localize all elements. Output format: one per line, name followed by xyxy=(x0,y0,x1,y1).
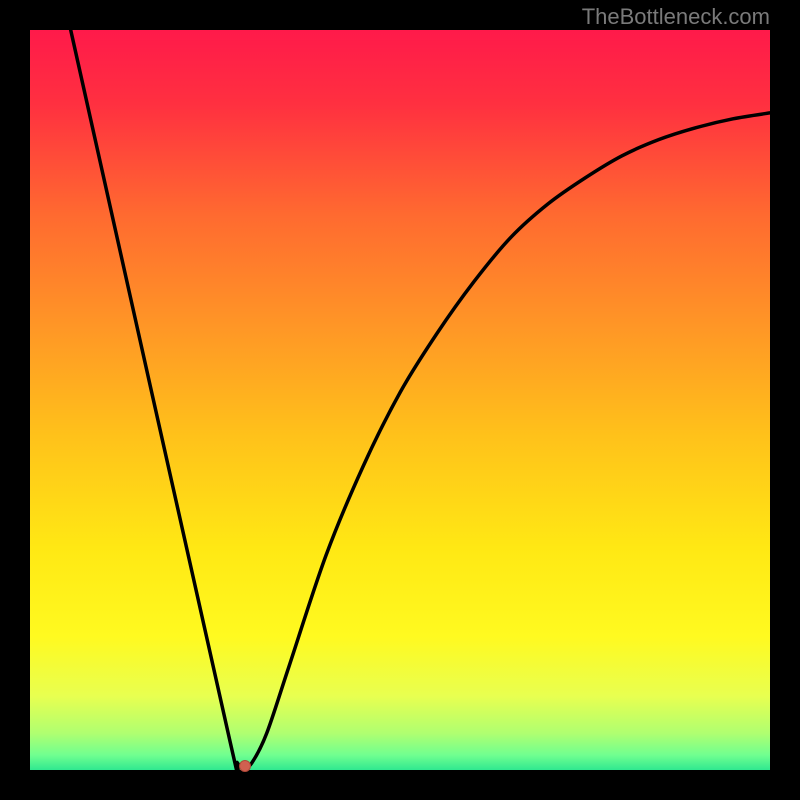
watermark-text: TheBottleneck.com xyxy=(582,4,770,30)
chart-root: TheBottleneck.com xyxy=(0,0,800,800)
minimum-marker xyxy=(239,760,251,772)
plot-area xyxy=(30,30,770,770)
gradient-background xyxy=(30,30,770,770)
